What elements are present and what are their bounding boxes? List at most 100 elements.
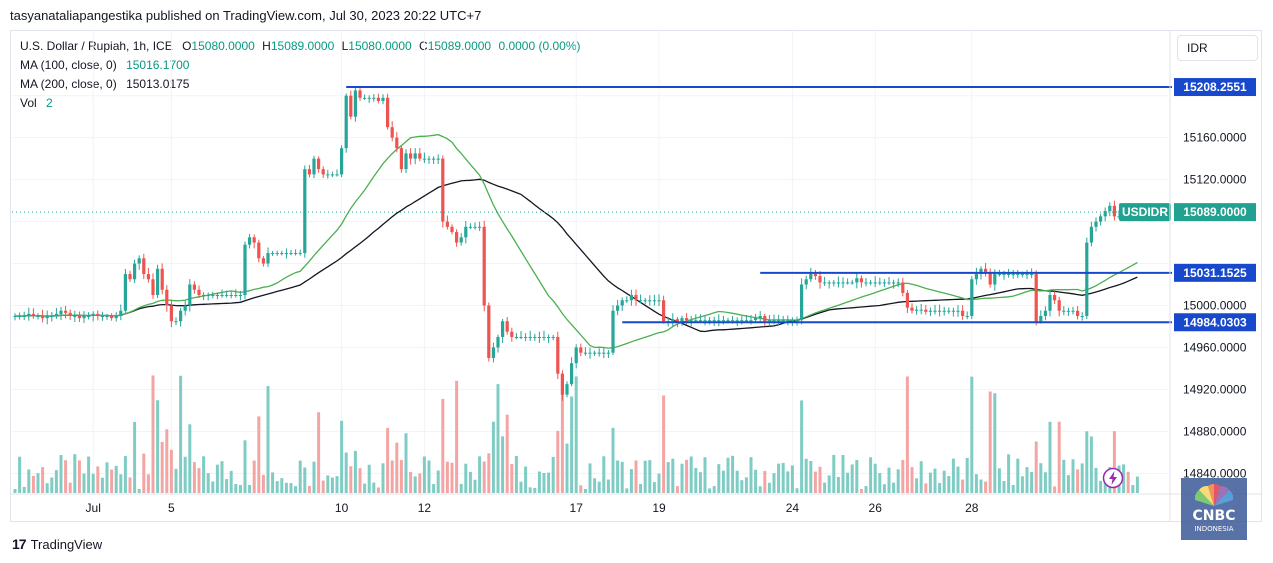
volume-bar [1048, 421, 1052, 493]
last-symbol-label: USDIDR [1122, 205, 1168, 219]
candle-body [510, 331, 514, 337]
candle-body [358, 90, 362, 98]
candle-body [505, 321, 509, 332]
candle-body [675, 319, 679, 322]
volume-bar [73, 454, 77, 493]
volume-bar [648, 460, 652, 493]
volume-bar [45, 483, 49, 493]
volume-bar [708, 488, 712, 493]
candle-body [1011, 274, 1015, 276]
candle-body [1039, 315, 1043, 322]
cnbc-wordmark: CNBC [1192, 508, 1236, 524]
x-tick-label: 5 [168, 501, 175, 515]
volume-bar [818, 466, 822, 493]
currency-selector[interactable]: IDR [1177, 35, 1258, 61]
publish-line: tasyanataliapangestika published on Trad… [10, 8, 482, 23]
candle-body [855, 278, 859, 283]
volume-bar [110, 469, 114, 493]
volume-bar [616, 460, 620, 493]
candle-body [970, 279, 974, 316]
candle-body [1043, 310, 1047, 316]
candle-body [50, 315, 54, 317]
volume-bar [192, 462, 196, 493]
candle-body [165, 289, 169, 306]
candle-body [179, 310, 183, 322]
vol-label: Vol [20, 96, 37, 110]
candle-body [381, 97, 385, 101]
candle-body [735, 320, 739, 322]
tradingview-footer[interactable]: 17 TradingView [12, 536, 102, 552]
candle-body [800, 284, 804, 321]
volume-bar [188, 424, 192, 493]
chart-frame [10, 30, 1262, 522]
volume-bar [234, 484, 238, 493]
volume-bar [901, 460, 905, 493]
x-tick-label: 10 [335, 501, 349, 515]
candle-body [280, 253, 284, 255]
volume-bar [836, 476, 840, 493]
y-tick-label: 14840.0000 [1183, 466, 1247, 480]
candle-body [924, 309, 928, 312]
candle-body [823, 282, 827, 284]
candle-body [749, 320, 753, 322]
candle-body [234, 295, 238, 297]
volume-bar [744, 477, 748, 493]
candle-body [464, 226, 468, 238]
volume-bar [574, 376, 578, 493]
candle-body [537, 336, 541, 338]
symbol-label[interactable]: U.S. Dollar / Rupiah, 1h, ICE [20, 39, 173, 53]
candle-body [18, 315, 22, 317]
lightning-icon[interactable] [1102, 467, 1124, 489]
candle-body [248, 237, 252, 245]
ma200-value: 15013.0175 [126, 77, 190, 91]
volume-bar [133, 421, 137, 493]
volume-bar [156, 400, 160, 493]
volume-bar [565, 443, 569, 493]
candle-body [657, 300, 661, 302]
open-label: O [182, 39, 192, 53]
volume-bar [404, 433, 408, 493]
legend-ma100[interactable]: MA (100, close, 0) 15016.1700 [20, 58, 189, 72]
candle-body [229, 295, 233, 297]
candle-body [827, 282, 831, 284]
candle-body [146, 274, 150, 280]
volume-bar [620, 461, 624, 493]
legend-ma200[interactable]: MA (200, close, 0) 15013.0175 [20, 77, 189, 91]
volume-bar [551, 456, 555, 493]
volume-bar [427, 460, 431, 493]
candle-body [579, 347, 583, 353]
legend-volume[interactable]: Vol 2 [20, 96, 53, 110]
volume-bar [482, 461, 486, 493]
candle-body [974, 274, 978, 280]
volume-bar [206, 473, 210, 493]
candle-body [321, 169, 325, 175]
candle-body [574, 347, 578, 364]
volume-bar [1071, 459, 1075, 493]
ma200-label: MA (200, close, 0) [20, 77, 117, 91]
volume-bar [381, 463, 385, 493]
close-label: C [419, 39, 428, 53]
candle-body [418, 153, 422, 159]
volume-bar [685, 459, 689, 493]
candle-body [938, 310, 942, 312]
candle-body [183, 305, 187, 311]
open-value: 15080.0000 [191, 39, 255, 53]
volume-bar [763, 470, 767, 493]
candle-body [455, 232, 459, 243]
volume-bar [82, 473, 86, 493]
x-tick-label: 24 [786, 501, 800, 515]
candle-body [616, 305, 620, 311]
candle-body [284, 253, 288, 255]
volume-bar [473, 479, 477, 493]
candle-body [758, 315, 762, 319]
candle-body [137, 258, 141, 264]
candle-body [64, 310, 68, 313]
volume-bar [261, 474, 265, 493]
candle-body [96, 313, 100, 316]
candle-body [87, 315, 91, 317]
volume-bar [556, 430, 560, 493]
candle-body [524, 336, 528, 338]
candle-body [519, 336, 523, 338]
candle-body [367, 97, 371, 99]
